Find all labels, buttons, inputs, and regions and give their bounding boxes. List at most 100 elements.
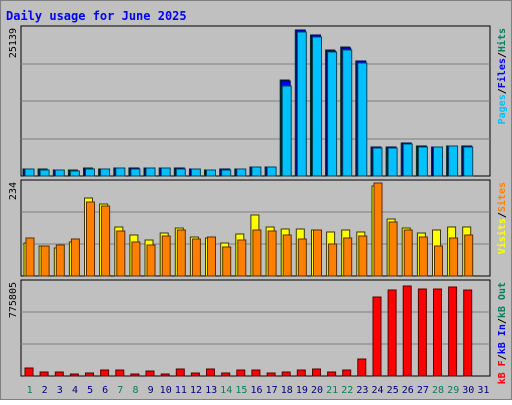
bar-kb-f [160,373,170,377]
legend-item: Pages [497,94,508,124]
bar-pages [266,166,277,177]
bar-kb-f [463,289,473,377]
bar-kb-f [372,296,382,377]
bar-kb-f [145,370,155,377]
bar-pages [342,49,353,177]
bar-sites [358,235,368,277]
bar-pages [39,169,50,177]
bar-sites [237,239,247,277]
legend-item: Visits [496,218,508,254]
bar-pages [387,147,398,177]
day-label: 14 [220,385,232,396]
bar-pages [251,166,262,177]
bar-sites [161,235,171,277]
bar-kb-f [206,368,215,377]
day-label: 11 [175,385,187,396]
axis-max-label: 234 [8,182,19,200]
bar-sites [252,229,262,277]
bar-kb-f [85,372,94,377]
day-label: 30 [462,385,474,396]
bar-pages [85,168,95,177]
bar-sites [282,234,292,277]
bar-pages [160,167,171,177]
bar-sites [25,237,35,277]
axis-max-label: 25139 [8,28,19,58]
bar-kb-f [130,373,140,377]
day-label: 15 [235,385,247,396]
bar-pages [296,31,307,177]
bar-sites [313,229,322,277]
day-label: 23 [356,385,368,396]
bar-sites [434,245,443,277]
day-label: 19 [296,385,308,396]
bar-kb-f [190,372,200,377]
bar-sites [267,230,277,277]
legend: Pages/Files/Hits [496,28,508,124]
bar-kb-f [251,369,261,377]
bar-pages [190,168,201,177]
day-label: 6 [102,385,108,396]
bar-pages [327,51,338,177]
bar-sites [297,238,307,277]
bar-kb-f [357,358,367,377]
legend-item: / [497,52,508,58]
bar-sites [464,234,474,277]
bar-kb-f [24,367,34,377]
bar-sites [101,205,111,277]
bar-sites [418,236,428,277]
day-label: 1 [27,385,33,396]
bar-pages [433,146,443,177]
bar-sites [40,245,50,277]
bar-kb-f [236,369,246,377]
bar-pages [130,168,141,177]
day-label: 16 [250,385,262,396]
day-label: 31 [477,385,489,396]
day-label: 12 [190,385,202,396]
bar-kb-f [327,371,337,377]
day-label: 7 [117,385,123,396]
day-label: 22 [341,385,353,396]
day-label: 5 [87,385,93,396]
bar-sites [449,237,459,277]
legend-item: kB F [497,360,508,384]
bar-sites [373,182,383,277]
bar-sites [116,230,126,277]
bar-pages [69,170,80,177]
day-label: 3 [57,385,63,396]
plot-area [20,279,491,377]
bar-pages [236,168,247,177]
bar-kb-f [39,371,49,377]
bar-kb-f [387,289,397,377]
bar-kb-f [433,288,442,377]
bar-sites [328,243,338,277]
bar-pages [402,143,413,177]
bar-kb-f [281,371,291,377]
bar-kb-f [115,369,125,377]
bar-sites [146,244,156,277]
day-label: 25 [387,385,399,396]
bar-kb-f [402,285,412,377]
legend-item: Sites [496,182,508,212]
bar-sites [403,229,413,277]
bar-kb-f [100,369,110,377]
bar-sites [191,238,201,277]
legend: kB F/kB In/kB Out [497,282,508,384]
bar-kb-f [221,372,231,377]
day-label: 27 [417,385,429,396]
bar-kb-f [266,372,276,377]
day-label: 26 [402,385,414,396]
legend-item: / [497,354,508,360]
bar-kb-f [175,368,185,377]
legend-item: Hits [496,28,508,52]
bar-sites [86,201,95,277]
bar-pages [417,146,428,177]
bar-kb-f [69,373,79,377]
bar-pages [206,169,216,177]
day-label: 8 [132,385,138,396]
bar-pages [24,168,35,177]
legend-item: Files [496,58,508,88]
bar-kb-f [54,371,64,377]
day-label: 2 [42,385,48,396]
day-label: 28 [432,385,444,396]
